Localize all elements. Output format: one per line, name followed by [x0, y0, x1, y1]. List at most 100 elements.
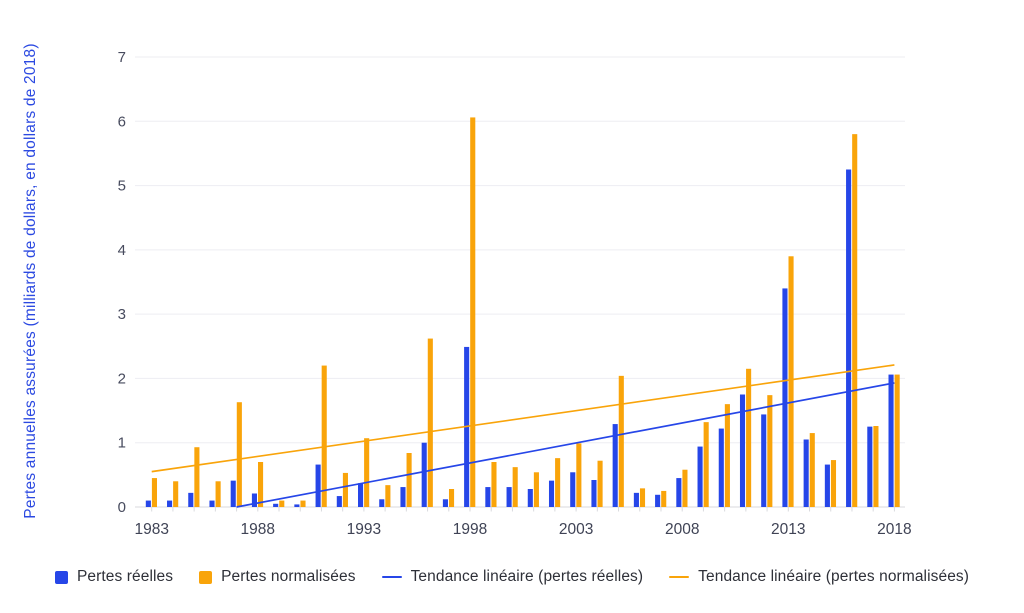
y-tick-label: 6: [118, 113, 126, 130]
bar-pertes-normalisees-2005: [618, 375, 624, 507]
bar-pertes-reelles-2002: [548, 480, 555, 507]
bar-pertes-normalisees-2009: [703, 422, 709, 507]
bar-pertes-reelles-1993: [358, 483, 364, 507]
blue-line-swatch-icon: [381, 575, 402, 579]
bar-pertes-reelles-1986: [209, 500, 215, 507]
bar-pertes-normalisees-1999: [491, 462, 497, 507]
bar-pertes-reelles-2011: [739, 394, 746, 507]
x-tick-label: 2013: [771, 521, 805, 538]
bar-pertes-normalisees-1997: [448, 489, 455, 507]
bar-pertes-reelles-2004: [591, 480, 597, 507]
bar-pertes-normalisees-1993: [364, 438, 370, 507]
legend: Pertes réelles Pertes normalisées Tendan…: [0, 562, 1024, 592]
y-tick-label: 1: [118, 435, 126, 452]
bar-pertes-reelles-1997: [442, 499, 448, 507]
bar-pertes-normalisees-2015: [830, 460, 837, 507]
bar-pertes-normalisees-2001: [533, 472, 539, 507]
legend-item-tendance-normalisees: Tendance linéaire (pertes normalisées): [669, 568, 969, 586]
bar-pertes-reelles-1999: [485, 487, 491, 507]
y-tick-label: 2: [118, 370, 126, 387]
bar-pertes-reelles-2013: [782, 288, 788, 507]
bar-pertes-normalisees-1985: [194, 447, 200, 507]
bar-pertes-reelles-1991: [315, 464, 321, 507]
x-tick-label: 1998: [453, 521, 487, 538]
bar-pertes-reelles-2000: [506, 487, 512, 507]
bar-pertes-normalisees-2016: [852, 134, 858, 507]
x-tick-label: 2018: [877, 521, 911, 538]
bar-pertes-normalisees-2007: [661, 490, 667, 507]
legend-label: Pertes réelles: [76, 568, 174, 585]
bar-pertes-reelles-2017: [867, 426, 873, 507]
bar-pertes-normalisees-1984: [173, 481, 179, 507]
x-tick-label: 1988: [241, 521, 275, 538]
bar-pertes-reelles-2009: [697, 446, 703, 507]
bar-pertes-normalisees-2012: [767, 395, 773, 507]
bar-pertes-reelles-2016: [846, 169, 852, 507]
y-tick-label: 4: [118, 242, 126, 259]
bar-pertes-reelles-1994: [379, 499, 385, 507]
x-tick-label: 1993: [347, 521, 381, 538]
bar-pertes-normalisees-1998: [470, 117, 476, 507]
bar-pertes-reelles-1984: [167, 500, 173, 507]
bar-pertes-normalisees-1994: [385, 485, 391, 507]
x-tick-label: 2008: [665, 521, 699, 538]
orange-line-swatch-icon: [669, 575, 690, 579]
bar-pertes-reelles-2006: [633, 492, 639, 507]
bar-pertes-normalisees-2004: [597, 460, 603, 507]
bar-pertes-normalisees-1992: [342, 472, 348, 507]
bar-pertes-normalisees-1989: [279, 500, 285, 507]
bar-pertes-normalisees-2003: [576, 443, 582, 507]
bar-pertes-normalisees-2014: [809, 433, 815, 507]
bar-pertes-reelles-2015: [824, 464, 830, 507]
bar-pertes-normalisees-1987: [236, 402, 242, 507]
bar-pertes-reelles-1992: [336, 496, 342, 507]
bar-pertes-normalisees-2008: [682, 469, 688, 507]
bar-pertes-normalisees-1996: [427, 338, 433, 507]
bar-pertes-reelles-1985: [188, 492, 194, 507]
bar-pertes-normalisees-2013: [788, 256, 794, 507]
bar-pertes-reelles-2014: [803, 439, 809, 507]
legend-label: Tendance linéaire (pertes réelles): [410, 568, 644, 585]
x-tick-label: 2003: [559, 521, 593, 538]
bar-pertes-normalisees-1991: [321, 365, 327, 507]
bar-pertes-reelles-1983: [145, 500, 151, 507]
chart-canvas: 0 1 2 3 4 5 6 7 1983 1988 1993 1998 2003 2008 2013 2018: [118, 49, 912, 538]
bar-pertes-normalisees-2018: [894, 374, 900, 507]
bar-pertes-normalisees-2006: [639, 488, 646, 507]
bar-pertes-reelles-2008: [676, 478, 682, 507]
bar-pertes-normalisees-1995: [406, 453, 412, 507]
x-tick-label: 1983: [134, 521, 168, 538]
bar-pertes-normalisees-2010: [724, 404, 730, 507]
bar-pertes-reelles-1989: [273, 503, 279, 507]
legend-label: Pertes normalisées: [221, 568, 356, 585]
bar-pertes-reelles-2001: [527, 489, 533, 507]
bar-pertes-normalisees-1988: [258, 462, 264, 507]
bar-pertes-reelles-2005: [612, 424, 618, 507]
bar-pertes-reelles-1995: [400, 487, 406, 507]
bar-pertes-normalisees-2011: [746, 368, 752, 507]
bar-pertes-reelles-1988: [251, 493, 257, 507]
legend-item-pertes-reelles: Pertes réelles: [54, 568, 174, 586]
legend-item-tendance-reelles: Tendance linéaire (pertes réelles): [381, 568, 644, 586]
bar-pertes-reelles-2007: [655, 494, 661, 507]
bar-pertes-reelles-1990: [294, 504, 300, 507]
y-tick-label: 0: [118, 499, 126, 516]
y-tick-label: 7: [118, 49, 126, 66]
bar-pertes-normalisees-1990: [300, 500, 306, 507]
bar-pertes-reelles-2003: [570, 472, 576, 507]
bar-pertes-reelles-2010: [718, 428, 724, 507]
trend-line-pertes-reelles: [236, 382, 895, 508]
bar-pertes-normalisees-1986: [215, 481, 221, 507]
bar-pertes-normalisees-1983: [151, 478, 157, 507]
legend-item-pertes-normalisees: Pertes normalisées: [199, 568, 355, 586]
bar-pertes-reelles-2018: [888, 374, 894, 507]
legend-label: Tendance linéaire (pertes normalisées): [698, 568, 970, 585]
bar-pertes-reelles-1987: [230, 480, 236, 507]
bar-pertes-normalisees-2000: [512, 467, 518, 507]
bar-pertes-normalisees-2002: [555, 458, 561, 507]
bar-pertes-reelles-2012: [761, 414, 767, 507]
orange-square-swatch-icon: [199, 570, 213, 584]
bar-pertes-normalisees-2017: [873, 426, 879, 507]
blue-square-swatch-icon: [54, 570, 68, 584]
